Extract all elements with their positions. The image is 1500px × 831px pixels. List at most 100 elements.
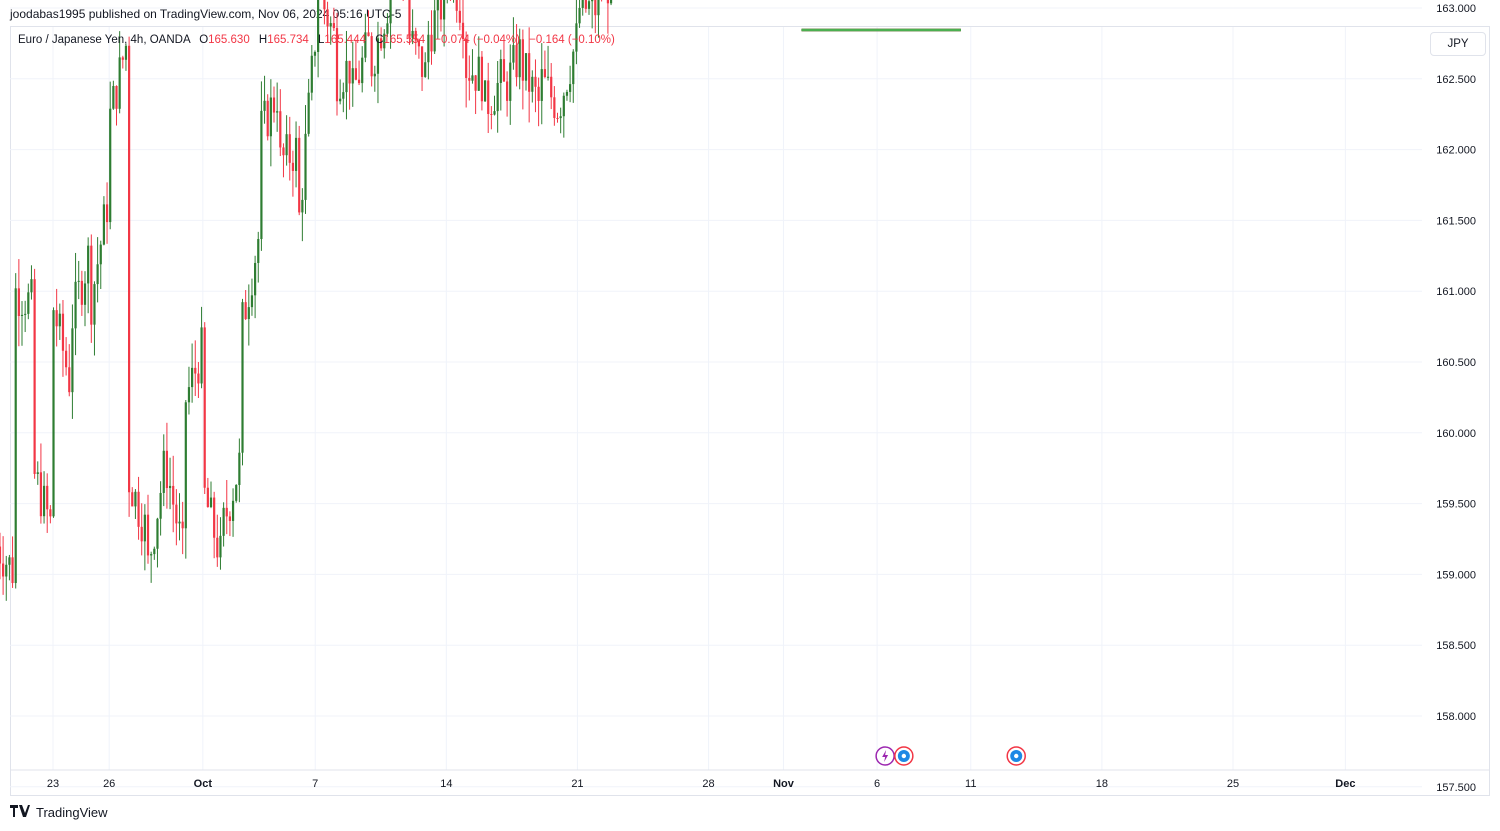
candle-down [0,532,2,580]
candle-up [74,252,77,356]
candle-up [307,78,310,137]
candle-up [8,554,11,581]
candle-up [591,0,594,29]
candle-up [241,298,244,466]
candle-up [524,53,528,91]
candle-down [502,37,506,82]
candle-up [562,92,565,138]
candle-down [225,479,228,535]
candle-down [430,10,433,65]
candle-down [197,362,200,398]
y-tick-label: 163.000 [1436,3,1476,15]
candle-down [206,477,209,508]
change-value-2: −0.164 (−0.10%) [529,34,615,46]
candle-up [238,438,241,503]
candle-up [609,0,613,6]
candle-down [380,27,383,51]
time-axis: 23 26 Oct 7 14 21 28 Nov 6 11 18 25 Dec [10,769,1490,790]
candle-down [172,455,175,533]
candle-down [146,494,150,564]
candle-up [453,0,455,3]
currency-button[interactable]: JPY [1430,32,1486,56]
candle-down [606,0,610,34]
y-tick-label: 159.500 [1436,499,1476,511]
candle-down [49,505,52,524]
candle-up [386,13,389,37]
candle-up [565,89,569,101]
candle-down [194,340,197,397]
candle-up [587,0,591,15]
candle-down [216,514,219,567]
x-tick-label: 14 [440,778,452,790]
candle-up [518,28,521,90]
candle-down [291,150,295,197]
candle-up [483,80,487,102]
candle-down [490,106,493,130]
events-row [875,746,1026,766]
candle-up [313,50,317,67]
chart-frame [10,26,1490,796]
candle-up [247,284,250,346]
economic-event-icon [1006,746,1026,766]
lightning-event-icon [875,746,895,766]
candle-up [597,0,600,38]
candle-down [543,50,547,79]
candle-down [584,0,587,13]
candle-up [471,49,474,84]
candle-up [27,283,30,320]
candle-up [512,17,515,70]
candle-down [348,60,351,110]
candle-up [364,13,367,63]
candle-up [231,488,235,537]
candle-up [339,79,342,105]
candle-down [487,62,490,134]
candle-down [326,1,329,43]
close-label: C [375,34,384,46]
candle-up [102,196,106,246]
candle-up [200,306,203,389]
low-value: 165.444 [324,34,366,46]
candle-down [55,288,58,347]
candle-down [105,182,109,244]
candle-down [370,32,373,87]
candle-down [468,55,471,101]
y-tick-label: 161.500 [1436,215,1476,227]
candle-up [578,0,581,28]
candle-down [2,536,5,595]
candle-up [581,0,584,16]
candle-up [304,105,307,214]
y-tick-label: 159.000 [1436,569,1476,581]
economic-event-icon [894,746,914,766]
candle-up [496,60,499,133]
candle-down [506,71,509,117]
candle-up [30,265,33,300]
candle-down [550,63,553,110]
candle-down [175,489,178,546]
candle-up [178,493,181,541]
candle-down [354,39,358,81]
candle-down [115,85,118,126]
x-tick-label: 25 [1227,778,1239,790]
candle-down [61,300,65,377]
open-label: O [199,34,209,46]
candle-up [254,255,257,319]
candle-down [140,503,143,556]
x-tick-label: Dec [1335,778,1355,790]
candle-down [11,536,14,588]
candle-up [301,188,304,242]
candle-down [288,116,291,181]
candle-up [572,49,575,103]
candle-up [209,481,213,509]
candle-down [594,0,597,34]
candle-down [33,268,36,479]
candle-up [93,281,96,356]
candle-down [131,487,134,507]
y-tick-label: 157.500 [1436,782,1476,794]
candle-down [298,125,301,216]
candle-down [121,55,124,69]
close-value: 165.554 [383,34,426,46]
candle-up [168,457,172,510]
x-tick-label: 18 [1096,778,1108,790]
candle-down [80,270,83,316]
